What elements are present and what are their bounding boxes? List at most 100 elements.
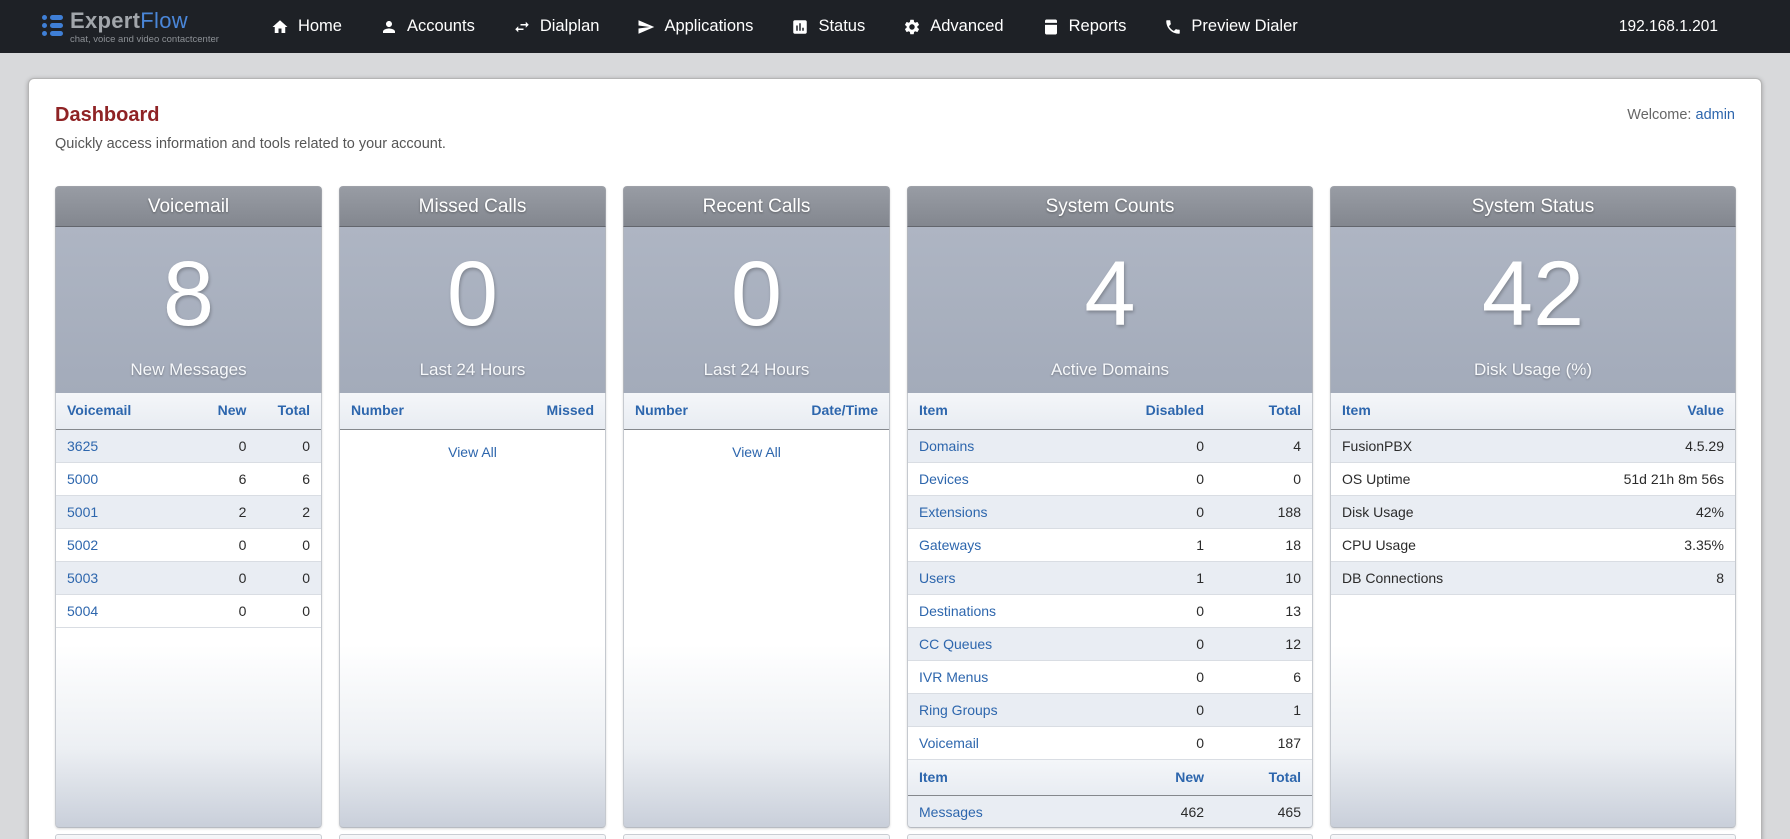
- column-header-missed: Missed: [504, 393, 605, 430]
- cell: 5002: [56, 528, 181, 562]
- table-header-row: Voicemail New Total: [56, 393, 321, 430]
- nav-menu: Home Accounts Dialplan Applications Status Ad…: [271, 17, 1298, 36]
- cell: 42%: [1581, 495, 1735, 529]
- page-header: Dashboard Quickly access information and…: [55, 104, 1735, 152]
- cell-link-cc-queues[interactable]: CC Queues: [919, 635, 993, 652]
- table-header-row: Item Value: [1331, 393, 1735, 430]
- cell: 5000: [56, 462, 181, 496]
- cell-link-5000[interactable]: 5000: [67, 470, 99, 487]
- cell-link-ivr-menus[interactable]: IVR Menus: [919, 668, 989, 685]
- table-header-row: Number Missed: [340, 393, 605, 430]
- welcome-user-link[interactable]: admin: [1695, 107, 1736, 123]
- panel-missed-calls-title: Missed Calls: [339, 186, 606, 227]
- top-nav: ExpertFlow chat, voice and video contact…: [0, 0, 1790, 53]
- panel-voicemail-body: Voicemail New Total 3625 0 0 5000 6 6 5001 2 2 5002 0…: [55, 393, 322, 828]
- nav-item-dialplan[interactable]: Dialplan: [513, 17, 599, 36]
- brand-logo[interactable]: ExpertFlow chat, voice and video contact…: [42, 7, 219, 45]
- cell-link-5003[interactable]: 5003: [67, 569, 99, 586]
- cell-link-devices[interactable]: Devices: [919, 470, 969, 487]
- cell: CPU Usage: [1331, 528, 1582, 562]
- view-all-link-recent-calls[interactable]: View All: [732, 443, 781, 460]
- cell: 0: [180, 594, 258, 628]
- cell-link-users[interactable]: Users: [919, 569, 956, 586]
- table-row: Disk Usage 42%: [1331, 495, 1735, 529]
- cell: 0: [1097, 462, 1216, 496]
- nav-item-reports[interactable]: Reports: [1042, 17, 1127, 36]
- cell: 188: [1215, 495, 1312, 529]
- table-row: CC Queues 0 12: [908, 627, 1312, 661]
- nav-item-applications[interactable]: Applications: [637, 17, 753, 36]
- cell: IVR Menus: [908, 660, 1098, 694]
- column-header-total: Total: [1215, 759, 1312, 796]
- cell: Destinations: [908, 594, 1098, 628]
- cell-link-5001[interactable]: 5001: [67, 503, 99, 520]
- panel-system-counts-hero: 4 Active Domains: [907, 227, 1313, 393]
- welcome-text: Welcome: admin: [1627, 107, 1735, 123]
- dashboard-panels: Voicemail 8 New Messages Voicemail New Total 3…: [55, 186, 1736, 828]
- cell-link-destinations[interactable]: Destinations: [919, 602, 997, 619]
- panel-system-counts-next-strip: [907, 834, 1313, 839]
- nav-item-home[interactable]: Home: [271, 17, 342, 36]
- cell-link-gateways[interactable]: Gateways: [919, 536, 982, 553]
- paper-plane-icon: [637, 18, 655, 36]
- table-row: 5004 0 0: [56, 594, 321, 628]
- column-header-item: Item: [908, 759, 1098, 796]
- panel-voicemail: Voicemail 8 New Messages Voicemail New Total 3…: [55, 186, 322, 828]
- cell: FusionPBX: [1331, 429, 1582, 463]
- panel-system-counts-table: Item New Total Messages 462 465: [908, 759, 1312, 827]
- panel-recent-calls-big-value: 0: [730, 242, 783, 345]
- column-header-total: Total: [1215, 393, 1312, 430]
- cell: 0: [1215, 462, 1312, 496]
- panel-recent-calls-title: Recent Calls: [623, 186, 890, 227]
- panel-voicemail-table: Voicemail New Total 3625 0 0 5000 6 6 5001 2 2 5002 0…: [56, 393, 321, 628]
- column-header-item: Item: [1331, 393, 1582, 430]
- panel-voicemail-caption: New Messages: [130, 360, 247, 379]
- brand-name: ExpertFlow: [70, 7, 188, 33]
- panel-system-status-hero: 42 Disk Usage (%): [1330, 227, 1736, 393]
- nav-item-label: Reports: [1068, 17, 1127, 35]
- cell-link-extensions[interactable]: Extensions: [919, 503, 988, 520]
- panel-missed-calls-big-value: 0: [446, 242, 499, 345]
- table-row: Users 1 10: [908, 561, 1312, 595]
- view-all-link-missed-calls[interactable]: View All: [448, 443, 497, 460]
- column-header-date-time: Date/Time: [788, 393, 889, 430]
- cell-link-5002[interactable]: 5002: [67, 536, 99, 553]
- next-row-strip: [55, 834, 1736, 839]
- cell-link-3625[interactable]: 3625: [67, 437, 99, 454]
- view-all-row: View All: [624, 430, 889, 474]
- cell: 0: [180, 561, 258, 595]
- column-header-disabled: Disabled: [1097, 393, 1216, 430]
- table-header-row: Number Date/Time: [624, 393, 889, 430]
- cell: 0: [257, 528, 321, 562]
- column-header-new: New: [180, 393, 258, 430]
- nav-item-accounts[interactable]: Accounts: [380, 17, 475, 36]
- panel-recent-calls-next-strip: [623, 834, 890, 839]
- bar-chart-icon: [791, 18, 809, 36]
- nav-item-status[interactable]: Status: [791, 17, 865, 36]
- table-row: Extensions 0 188: [908, 495, 1312, 529]
- cell: 5003: [56, 561, 181, 595]
- panel-missed-calls-hero: 0 Last 24 Hours: [339, 227, 606, 393]
- panel-system-status: System Status 42 Disk Usage (%) Item Value Fu…: [1330, 186, 1736, 828]
- table-row: Voicemail 0 187: [908, 726, 1312, 760]
- cell-link-domains[interactable]: Domains: [919, 437, 975, 454]
- cell-link-messages[interactable]: Messages: [919, 804, 983, 820]
- cell: 187: [1215, 726, 1312, 760]
- nav-item-advanced[interactable]: Advanced: [903, 17, 1004, 36]
- cell: 1: [1215, 693, 1312, 727]
- cell-link-voicemail[interactable]: Voicemail: [919, 734, 979, 751]
- cell: 0: [180, 528, 258, 562]
- cell-link-ring-groups[interactable]: Ring Groups: [919, 701, 998, 718]
- server-ip: 192.168.1.201: [1618, 17, 1718, 35]
- panel-system-status-next-strip: [1330, 834, 1736, 839]
- cell: 1: [1097, 561, 1216, 595]
- nav-item-preview-dialer[interactable]: Preview Dialer: [1164, 17, 1298, 36]
- column-header-number: Number: [340, 393, 505, 430]
- cell: 12: [1215, 627, 1312, 661]
- cell: 3625: [56, 429, 181, 463]
- panel-system-status-big-value: 42: [1481, 242, 1585, 345]
- panel-missed-calls-body: Number Missed View All: [339, 393, 606, 828]
- cell-link-5004[interactable]: 5004: [67, 602, 99, 619]
- gear-icon: [903, 18, 921, 36]
- cell: 0: [1097, 495, 1216, 529]
